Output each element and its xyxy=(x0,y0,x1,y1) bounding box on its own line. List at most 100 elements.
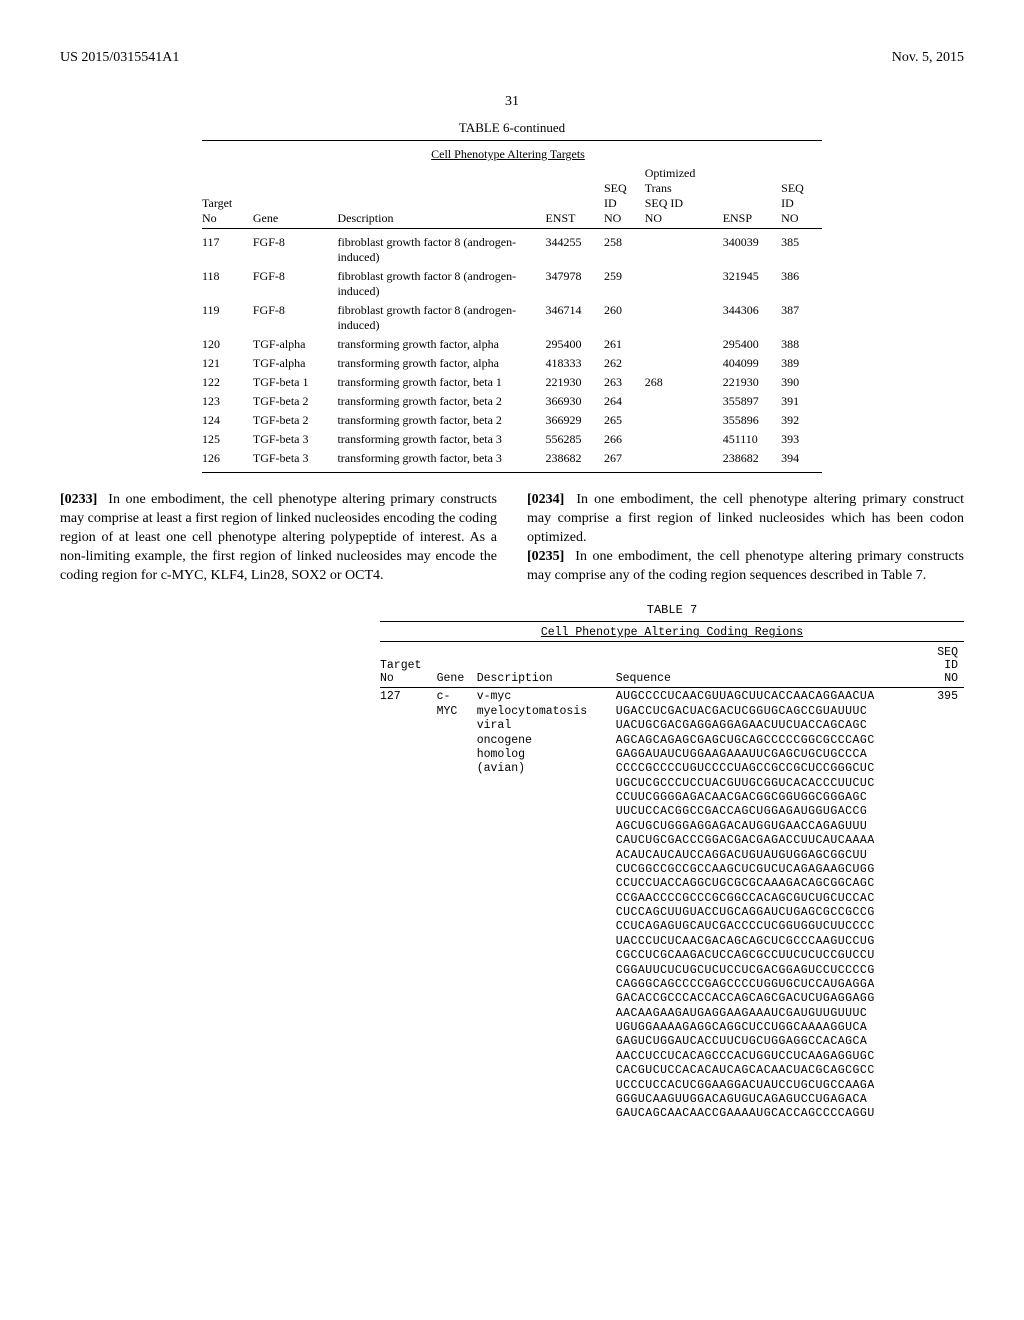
th-target-no: Target No xyxy=(202,164,253,229)
th-opt: Optimized Trans SEQ ID NO xyxy=(645,164,723,229)
th-seqid2: SEQ ID NO xyxy=(781,164,822,229)
cell-seq1: 258 xyxy=(604,229,645,268)
cell-no: 121 xyxy=(202,354,253,373)
table-row: 121TGF-alphatransforming growth factor, … xyxy=(202,354,822,373)
cell-no: 117 xyxy=(202,229,253,268)
t7-th-gene: Gene xyxy=(437,644,477,688)
cell-gene: FGF-8 xyxy=(253,301,338,335)
t7-seqid: 395 xyxy=(932,688,964,1124)
cell-gene: TGF-beta 2 xyxy=(253,392,338,411)
table-row: 120TGF-alphatransforming growth factor, … xyxy=(202,335,822,354)
cell-seq1: 263 xyxy=(604,373,645,392)
cell-ensp: 295400 xyxy=(723,335,781,354)
page-number: 31 xyxy=(60,94,964,110)
cell-opt: 268 xyxy=(645,373,723,392)
left-column: [0233] In one embodiment, the cell pheno… xyxy=(60,491,497,585)
pub-number: US 2015/0315541A1 xyxy=(60,50,179,66)
table6-caption: TABLE 6-continued xyxy=(60,120,964,136)
th-seqid1: SEQ ID NO xyxy=(604,164,645,229)
cell-no: 119 xyxy=(202,301,253,335)
table-row: 119FGF-8fibroblast growth factor 8 (andr… xyxy=(202,301,822,335)
para-235: In one embodiment, the cell phenotype al… xyxy=(527,549,964,583)
cell-ensp: 321945 xyxy=(723,267,781,301)
cell-seq1: 264 xyxy=(604,392,645,411)
cell-enst: 347978 xyxy=(545,267,603,301)
cell-no: 126 xyxy=(202,449,253,473)
cell-seq2: 391 xyxy=(781,392,822,411)
cell-no: 120 xyxy=(202,335,253,354)
cell-opt xyxy=(645,354,723,373)
table7-caption: TABLE 7 xyxy=(380,603,964,617)
cell-desc: fibroblast growth factor 8 (androgen-ind… xyxy=(337,267,545,301)
table6-subtitle: Cell Phenotype Altering Targets xyxy=(202,141,822,165)
t7-th-seqid: SEQ ID NO xyxy=(932,644,964,688)
para-num-234: [0234] xyxy=(527,492,564,507)
th-gene: Gene xyxy=(253,164,338,229)
right-column: [0234] In one embodiment, the cell pheno… xyxy=(527,491,964,585)
th-ensp: ENSP xyxy=(723,164,781,229)
para-num-235: [0235] xyxy=(527,549,564,564)
cell-enst: 346714 xyxy=(545,301,603,335)
cell-seq2: 385 xyxy=(781,229,822,268)
cell-ensp: 238682 xyxy=(723,449,781,473)
cell-no: 124 xyxy=(202,411,253,430)
t7-th-desc: Description xyxy=(477,644,616,688)
cell-opt xyxy=(645,411,723,430)
cell-ensp: 404099 xyxy=(723,354,781,373)
cell-enst: 295400 xyxy=(545,335,603,354)
t7-gene: c- MYC xyxy=(437,688,477,1124)
cell-enst: 556285 xyxy=(545,430,603,449)
table-row: 123TGF-beta 2transforming growth factor,… xyxy=(202,392,822,411)
cell-seq2: 386 xyxy=(781,267,822,301)
cell-gene: TGF-beta 1 xyxy=(253,373,338,392)
para-234: In one embodiment, the cell phenotype al… xyxy=(527,492,964,545)
table-row: 125TGF-beta 3transforming growth factor,… xyxy=(202,430,822,449)
cell-opt xyxy=(645,392,723,411)
cell-desc: transforming growth factor, beta 2 xyxy=(337,411,545,430)
t7-seq: AUGCCCCUCAACGUUAGCUUCACCAACAGGAACUA UGAC… xyxy=(616,688,932,1124)
cell-opt xyxy=(645,301,723,335)
cell-desc: transforming growth factor, alpha xyxy=(337,354,545,373)
table-row: 126TGF-beta 3transforming growth factor,… xyxy=(202,449,822,473)
cell-no: 118 xyxy=(202,267,253,301)
cell-opt xyxy=(645,229,723,268)
t7-no: 127 xyxy=(380,688,437,1124)
cell-seq1: 260 xyxy=(604,301,645,335)
cell-ensp: 451110 xyxy=(723,430,781,449)
cell-ensp: 355896 xyxy=(723,411,781,430)
paragraph-columns: [0233] In one embodiment, the cell pheno… xyxy=(60,491,964,585)
cell-ensp: 221930 xyxy=(723,373,781,392)
cell-enst: 344255 xyxy=(545,229,603,268)
cell-opt xyxy=(645,335,723,354)
cell-desc: transforming growth factor, alpha xyxy=(337,335,545,354)
cell-no: 123 xyxy=(202,392,253,411)
t7-th-seq: Sequence xyxy=(616,644,932,688)
cell-enst: 366930 xyxy=(545,392,603,411)
cell-ensp: 340039 xyxy=(723,229,781,268)
cell-gene: FGF-8 xyxy=(253,267,338,301)
cell-enst: 366929 xyxy=(545,411,603,430)
cell-gene: FGF-8 xyxy=(253,229,338,268)
cell-seq2: 388 xyxy=(781,335,822,354)
cell-gene: TGF-alpha xyxy=(253,335,338,354)
cell-opt xyxy=(645,267,723,301)
cell-desc: transforming growth factor, beta 1 xyxy=(337,373,545,392)
table7-mid-rule xyxy=(380,641,964,642)
cell-seq2: 392 xyxy=(781,411,822,430)
cell-no: 125 xyxy=(202,430,253,449)
cell-seq2: 387 xyxy=(781,301,822,335)
t7-desc: v-myc myelocytomatosis viral oncogene ho… xyxy=(477,688,616,1124)
table-row: 117FGF-8fibroblast growth factor 8 (andr… xyxy=(202,229,822,268)
cell-seq2: 394 xyxy=(781,449,822,473)
table-row: 122TGF-beta 1transforming growth factor,… xyxy=(202,373,822,392)
pub-date: Nov. 5, 2015 xyxy=(892,50,964,66)
cell-desc: fibroblast growth factor 8 (androgen-ind… xyxy=(337,229,545,268)
cell-opt xyxy=(645,430,723,449)
table6: Cell Phenotype Altering Targets Target N… xyxy=(202,140,822,473)
cell-seq2: 389 xyxy=(781,354,822,373)
cell-no: 122 xyxy=(202,373,253,392)
cell-seq2: 393 xyxy=(781,430,822,449)
cell-desc: transforming growth factor, beta 3 xyxy=(337,430,545,449)
cell-enst: 238682 xyxy=(545,449,603,473)
table-row: 118FGF-8fibroblast growth factor 8 (andr… xyxy=(202,267,822,301)
